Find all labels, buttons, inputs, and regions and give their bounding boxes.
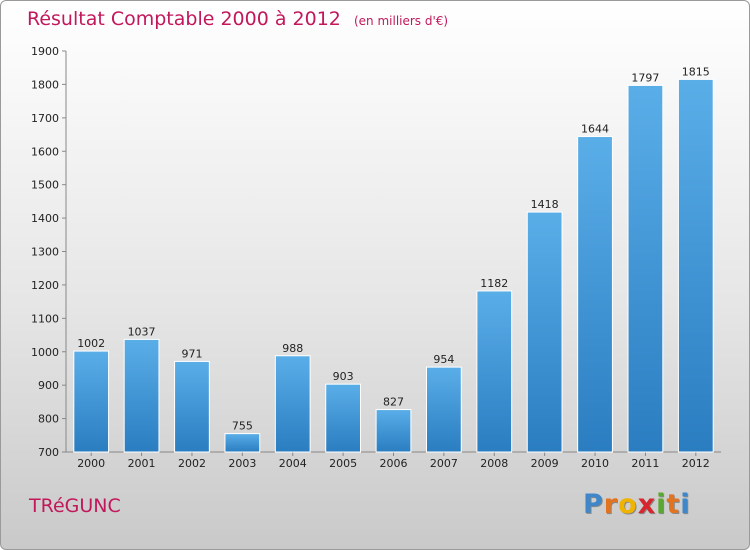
- y-tick-label: 700: [38, 446, 59, 459]
- data-label-2011: 1797: [631, 71, 659, 84]
- data-label-2002: 971: [181, 347, 202, 360]
- y-tick-label: 1900: [31, 45, 59, 58]
- bar-2009: [526, 211, 563, 453]
- y-tick-label: 900: [38, 379, 59, 392]
- x-tick-label-2011: 2011: [631, 457, 659, 470]
- y-tick-label: 1800: [31, 78, 59, 91]
- x-tick-label-2004: 2004: [279, 457, 307, 470]
- data-label-2004: 988: [282, 342, 303, 355]
- y-tick-label: 1700: [31, 112, 59, 125]
- bar-2011: [627, 84, 664, 453]
- bar-2007: [426, 366, 462, 453]
- x-tick-label-2003: 2003: [228, 457, 256, 470]
- bar-2002: [174, 360, 210, 453]
- y-tick-label: 1100: [31, 312, 59, 325]
- chart-unit: (en milliers d'€): [353, 14, 449, 28]
- chart-bars: [73, 78, 714, 453]
- y-tick-label: 1200: [31, 279, 59, 292]
- data-label-2003: 755: [232, 420, 253, 433]
- x-tick-label-2012: 2012: [682, 457, 710, 470]
- x-tick-label-2001: 2001: [128, 457, 156, 470]
- y-tick-label: 1400: [31, 212, 59, 225]
- chart-title: Résultat Comptable 2000 à 2012: [27, 8, 341, 30]
- data-label-2007: 954: [433, 353, 454, 366]
- chart-data-labels: 1002 1037 971 755 988 903 827 954 1182 1418 1644 17…: [77, 65, 710, 432]
- bar-2003: [224, 433, 261, 453]
- commune-name: TRéGUNC: [29, 495, 121, 517]
- data-label-2012: 1815: [682, 65, 710, 78]
- y-tick-label: 1300: [31, 246, 59, 259]
- bar-2005: [325, 383, 361, 453]
- x-tick-label-2000: 2000: [77, 457, 105, 470]
- bar-2004: [274, 355, 311, 453]
- x-tick-label-2010: 2010: [581, 457, 609, 470]
- x-tick-label-2005: 2005: [329, 457, 357, 470]
- bar-2008: [476, 290, 513, 453]
- data-label-2008: 1182: [480, 277, 508, 290]
- y-tick-label: 1600: [31, 145, 59, 158]
- bar-2001: [123, 338, 160, 453]
- data-label-2009: 1418: [531, 198, 559, 211]
- bar-2012: [677, 78, 714, 453]
- proxiti-logo: Proxiti: [583, 489, 691, 520]
- x-tick-label-2008: 2008: [480, 457, 508, 470]
- bar-2006: [375, 409, 412, 453]
- bar-2000: [73, 350, 110, 453]
- bar-2010: [577, 136, 613, 453]
- data-label-2005: 903: [333, 370, 354, 383]
- chart-title-block: Résultat Comptable 2000 à 2012 (en milli…: [27, 8, 448, 30]
- data-label-2000: 1002: [77, 337, 105, 350]
- y-tick-label: 1500: [31, 179, 59, 192]
- data-label-2001: 1037: [128, 325, 156, 338]
- data-label-2006: 827: [383, 396, 404, 409]
- x-tick-label-2007: 2007: [430, 457, 458, 470]
- y-tick-label: 800: [38, 413, 59, 426]
- y-tick-label: 1000: [31, 346, 59, 359]
- data-label-2010: 1644: [581, 123, 609, 136]
- x-tick-label-2006: 2006: [380, 457, 408, 470]
- x-tick-label-2002: 2002: [178, 457, 206, 470]
- x-tick-label-2009: 2009: [531, 457, 559, 470]
